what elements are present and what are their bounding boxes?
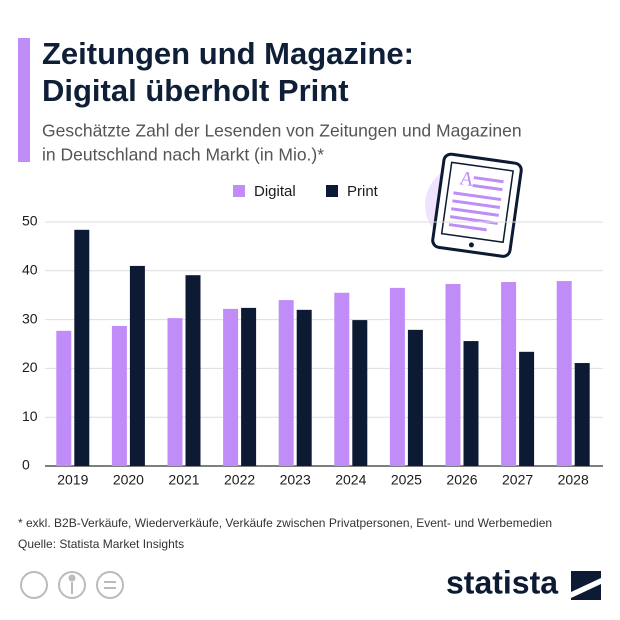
- logo-mark: [571, 571, 601, 600]
- x-tick-label: 2027: [502, 472, 533, 488]
- legend-label: Print: [347, 183, 379, 200]
- bar: [556, 281, 572, 466]
- y-tick-label: 40: [22, 262, 38, 278]
- y-tick-label: 10: [22, 408, 38, 424]
- chart-title: Digital überholt Print: [42, 73, 349, 108]
- x-tick-label: 2021: [168, 472, 199, 488]
- svg-text:A: A: [458, 167, 476, 191]
- x-tick-label: 2022: [224, 472, 255, 488]
- bar: [74, 229, 90, 466]
- license-icons: [20, 571, 124, 599]
- legend-swatch: [326, 185, 338, 197]
- x-tick-label: 2026: [446, 472, 477, 488]
- bar: [111, 325, 127, 466]
- bar: [185, 275, 201, 466]
- bar: [223, 308, 239, 466]
- bar: [352, 320, 368, 466]
- x-tick-label: 2024: [335, 472, 366, 488]
- x-tick-label: 2020: [113, 472, 144, 488]
- bar: [241, 307, 257, 466]
- bar: [407, 329, 423, 466]
- legend-label: Digital: [254, 183, 296, 200]
- bar: [167, 318, 183, 466]
- y-tick-label: 20: [22, 359, 38, 375]
- legend-swatch: [233, 185, 245, 197]
- accent-bar: [18, 38, 30, 162]
- bar: [463, 341, 479, 466]
- bar: [519, 351, 535, 466]
- bar: [389, 287, 405, 466]
- y-tick-label: 30: [22, 310, 38, 326]
- bar: [278, 300, 294, 466]
- chart-subtitle: in Deutschland nach Markt (in Mio.)*: [42, 145, 324, 165]
- bar: [574, 363, 590, 466]
- source: Quelle: Statista Market Insights: [18, 537, 184, 551]
- bar: [334, 292, 350, 466]
- y-tick-label: 50: [22, 213, 38, 229]
- bar: [56, 330, 72, 466]
- bar: [445, 283, 461, 466]
- chart-subtitle: Geschätzte Zahl der Lesenden von Zeitung…: [42, 121, 522, 141]
- x-tick-label: 2019: [57, 472, 88, 488]
- x-tick-label: 2028: [558, 472, 589, 488]
- x-tick-label: 2023: [280, 472, 311, 488]
- tablet-icon: A: [425, 152, 523, 258]
- y-tick-label: 0: [22, 457, 30, 473]
- x-tick-label: 2025: [391, 472, 422, 488]
- bar: [129, 265, 145, 466]
- chart-title: Zeitungen und Magazine:: [42, 36, 414, 71]
- footnote: * exkl. B2B-Verkäufe, Wiederverkäufe, Ve…: [18, 516, 552, 530]
- bar: [296, 309, 312, 466]
- logo: statista: [446, 564, 558, 600]
- bar: [501, 282, 517, 466]
